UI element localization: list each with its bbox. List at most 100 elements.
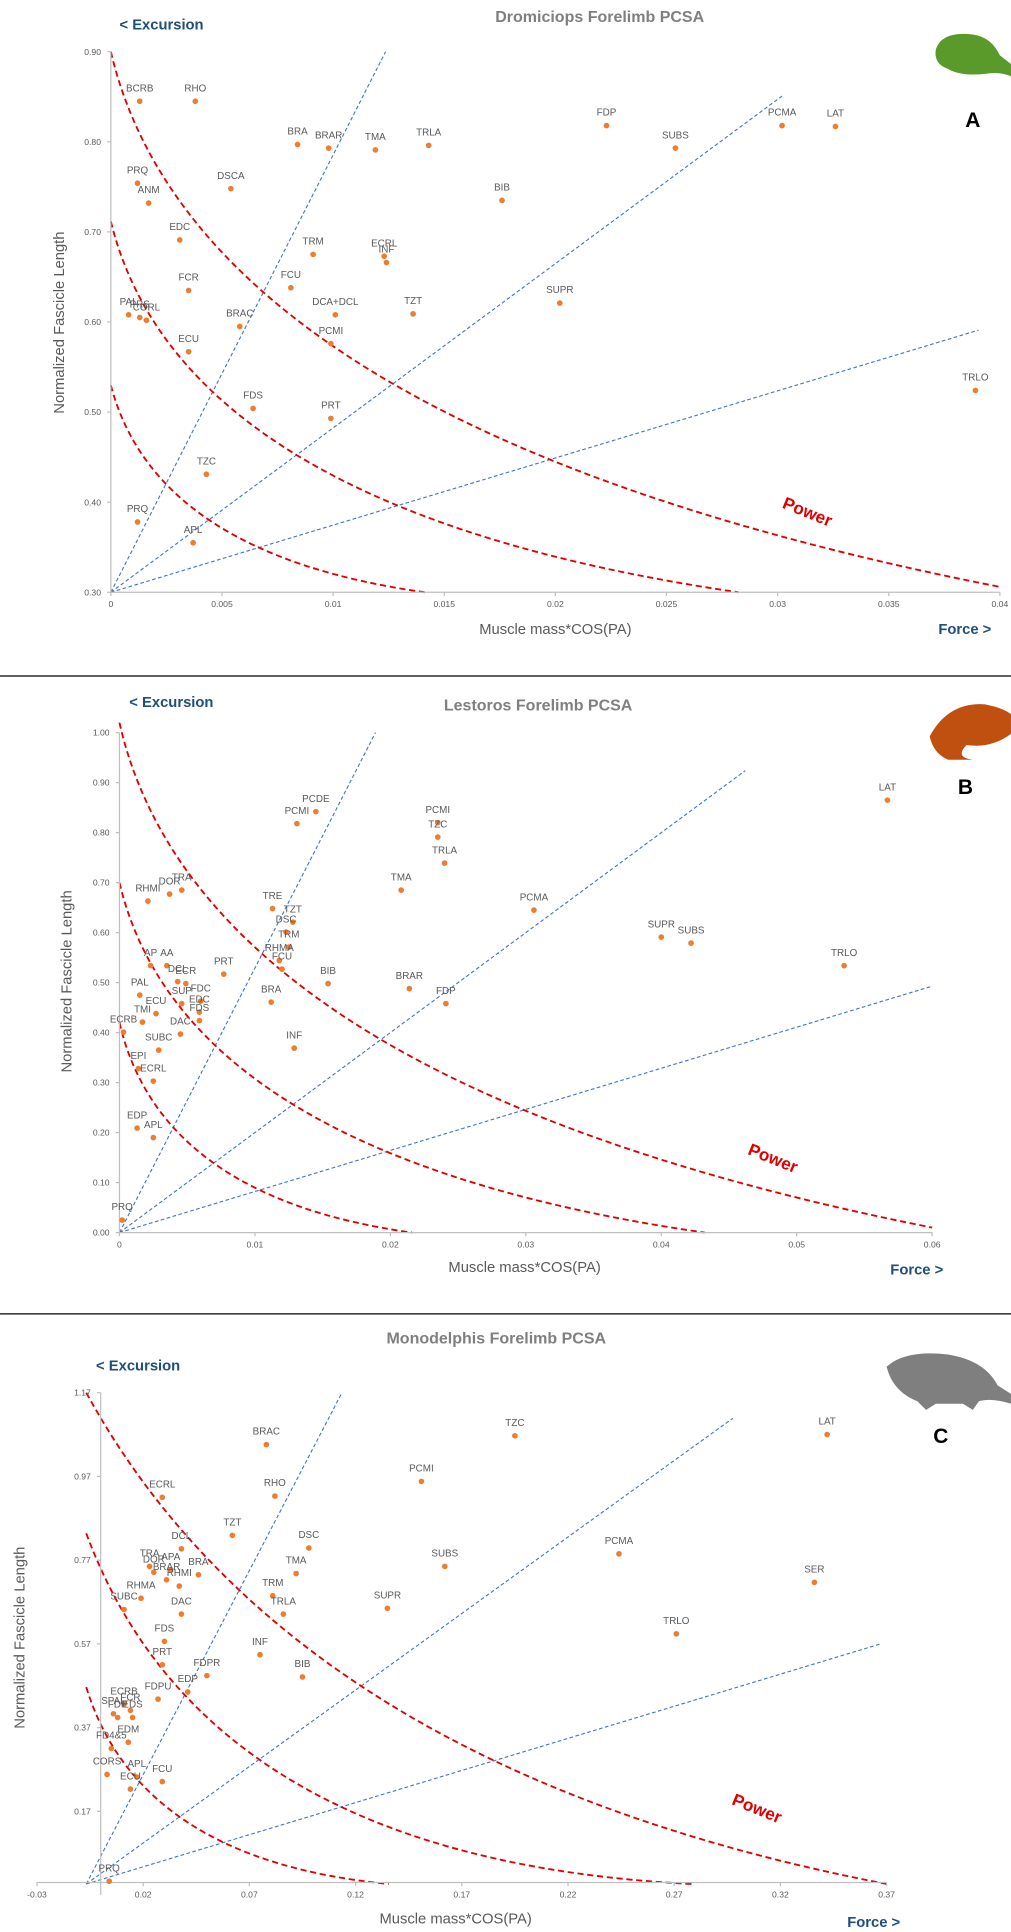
data-point xyxy=(310,252,316,258)
data-point xyxy=(162,1639,168,1645)
excursion-label: < Excursion xyxy=(96,1359,180,1375)
point-label: EDC xyxy=(169,222,190,233)
data-point xyxy=(167,891,173,897)
iso-line xyxy=(86,1418,733,1884)
data-point xyxy=(295,142,301,148)
data-point xyxy=(419,1479,425,1485)
point-label: BIB xyxy=(494,183,510,194)
point-label: DSC xyxy=(298,1530,319,1541)
point-label: ECRL xyxy=(140,1063,167,1074)
point-label: FDS xyxy=(190,1003,210,1014)
point-label: CORL xyxy=(133,302,161,313)
point-label: PCMI xyxy=(425,805,450,816)
data-point xyxy=(779,123,785,129)
point-label: TRLO xyxy=(663,1616,690,1627)
y-tick-label: 0.90 xyxy=(93,778,110,788)
point-label: ECR xyxy=(175,966,196,977)
point-label: TRE xyxy=(263,891,283,902)
y-tick-label: 0.60 xyxy=(93,928,110,938)
y-tick-label: 1.17 xyxy=(74,1388,91,1398)
point-label: TRLO xyxy=(962,373,989,384)
x-tick-label: 0.01 xyxy=(247,1239,264,1249)
data-point xyxy=(150,1135,156,1141)
data-point xyxy=(228,186,234,192)
data-point xyxy=(153,1011,159,1017)
point-label: PRT xyxy=(214,956,234,967)
point-label: FCU xyxy=(272,951,292,962)
point-label: TZC xyxy=(428,819,447,830)
point-label: APL xyxy=(144,1120,163,1131)
data-point xyxy=(135,519,141,525)
point-label: PCMI xyxy=(409,1464,434,1475)
y-tick-label: 0.70 xyxy=(93,878,110,888)
point-label: FDC xyxy=(191,983,211,994)
x-axis-title: Muscle mass*COS(PA) xyxy=(479,622,631,638)
x-tick-label: 0.37 xyxy=(878,1889,895,1899)
data-point xyxy=(104,1772,110,1778)
data-point xyxy=(973,388,979,394)
x-axis-title: Muscle mass*COS(PA) xyxy=(448,1260,600,1276)
page: {"chart_data": [ {"type": "scatter", "ti… xyxy=(0,0,1011,1932)
point-label: PCMA xyxy=(605,1536,634,1547)
data-point xyxy=(270,906,276,912)
data-point xyxy=(442,1564,448,1570)
data-point xyxy=(137,992,143,998)
point-label: ECU xyxy=(120,1771,141,1782)
x-tick-label: 0.005 xyxy=(211,599,233,609)
data-point xyxy=(291,1045,297,1051)
point-label: SUBS xyxy=(678,925,705,936)
y-tick-label: 0.80 xyxy=(93,828,110,838)
point-label: ANM xyxy=(138,185,160,196)
point-label: TRM xyxy=(278,929,299,940)
y-tick-label: 0.70 xyxy=(84,227,101,237)
point-label: INF xyxy=(379,245,395,256)
chart-title: Dromiciops Forelimb PCSA xyxy=(495,9,704,26)
data-point xyxy=(281,1611,287,1617)
point-label: ECU xyxy=(178,334,199,345)
panel-label: C xyxy=(933,1425,948,1448)
y-tick-label: 0.90 xyxy=(84,47,101,57)
data-point xyxy=(192,98,198,104)
point-label: RHMA xyxy=(127,1580,156,1591)
y-axis-title: Normalized Fascicle Length xyxy=(59,890,75,1072)
data-point xyxy=(384,260,390,266)
data-point xyxy=(294,821,300,827)
point-label: FDP xyxy=(436,986,456,997)
data-point xyxy=(557,300,563,306)
data-point xyxy=(108,1746,114,1752)
point-label: TRM xyxy=(302,237,323,248)
data-point xyxy=(268,999,274,1005)
power-curve xyxy=(119,723,932,1228)
point-label: TMA xyxy=(365,132,386,143)
x-tick-label: 0.05 xyxy=(788,1239,805,1249)
power-curve xyxy=(119,1023,412,1233)
data-point xyxy=(604,123,610,129)
data-point xyxy=(442,860,448,866)
data-point xyxy=(115,1715,121,1721)
data-point xyxy=(824,1432,830,1438)
data-point xyxy=(264,1442,270,1448)
data-point xyxy=(300,1674,306,1680)
data-point xyxy=(410,311,416,317)
data-point xyxy=(146,200,152,206)
point-label: RHO xyxy=(264,1478,286,1489)
power-curve xyxy=(111,385,425,592)
x-tick-label: 0 xyxy=(108,599,113,609)
point-label: FDPU xyxy=(145,1681,172,1692)
y-tick-label: 0.00 xyxy=(93,1228,110,1238)
y-tick-label: 0.37 xyxy=(74,1723,91,1733)
y-tick-label: 0.30 xyxy=(93,1078,110,1088)
data-point xyxy=(398,887,404,893)
x-tick-label: 0.01 xyxy=(325,599,342,609)
data-point xyxy=(175,979,181,985)
iso-line xyxy=(111,96,782,592)
point-label: PRT xyxy=(321,401,341,412)
point-label: PCMI xyxy=(285,806,310,817)
data-point xyxy=(204,471,210,477)
data-point xyxy=(186,288,192,294)
data-point xyxy=(406,986,412,992)
y-tick-label: 0.60 xyxy=(84,317,101,327)
x-tick-label: 0.02 xyxy=(547,599,564,609)
point-label: DSC xyxy=(276,914,297,925)
point-label: BCRB xyxy=(126,83,154,94)
